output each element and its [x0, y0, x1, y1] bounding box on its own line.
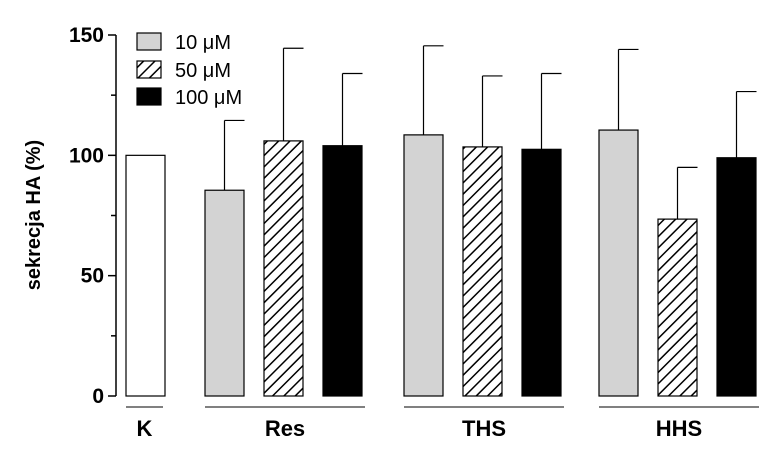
- legend-swatch: [136, 60, 162, 79]
- legend: 10 μM 50 μM 100 μM: [136, 32, 242, 109]
- x-axis-groups: K Res THS HHS: [126, 406, 759, 441]
- x-group-label: K: [137, 416, 153, 441]
- y-axis: 0 50 100 150: [69, 24, 117, 408]
- legend-swatch: [136, 87, 162, 106]
- bar-hhs-1: [598, 129, 639, 397]
- y-axis-label: sekrecja HA (%): [23, 140, 45, 290]
- bar-res-2: [263, 140, 304, 397]
- legend-label: 100 μM: [175, 87, 242, 109]
- x-group-label: Res: [265, 416, 305, 441]
- x-group-label: HHS: [656, 416, 702, 441]
- x-group-label: THS: [462, 416, 506, 441]
- legend-label: 50 μM: [175, 60, 231, 82]
- legend-swatch: [136, 32, 162, 51]
- bar-hhs-3: [716, 157, 757, 397]
- bar-res-1: [204, 189, 245, 397]
- bar-ths-2: [462, 146, 503, 397]
- y-tick-label: 150: [69, 24, 104, 47]
- bar-hhs-2: [657, 218, 698, 397]
- legend-label: 10 μM: [175, 32, 231, 54]
- bar-ths-1: [403, 134, 444, 397]
- error-bars: [223, 45, 757, 220]
- bars: [125, 129, 757, 397]
- y-tick-label: 50: [81, 265, 104, 288]
- y-tick-label: 0: [92, 385, 104, 408]
- bar-res-3: [322, 145, 363, 397]
- y-tick-label: 100: [69, 144, 104, 167]
- bar-ths-3: [521, 148, 562, 397]
- bar-control: [125, 154, 166, 397]
